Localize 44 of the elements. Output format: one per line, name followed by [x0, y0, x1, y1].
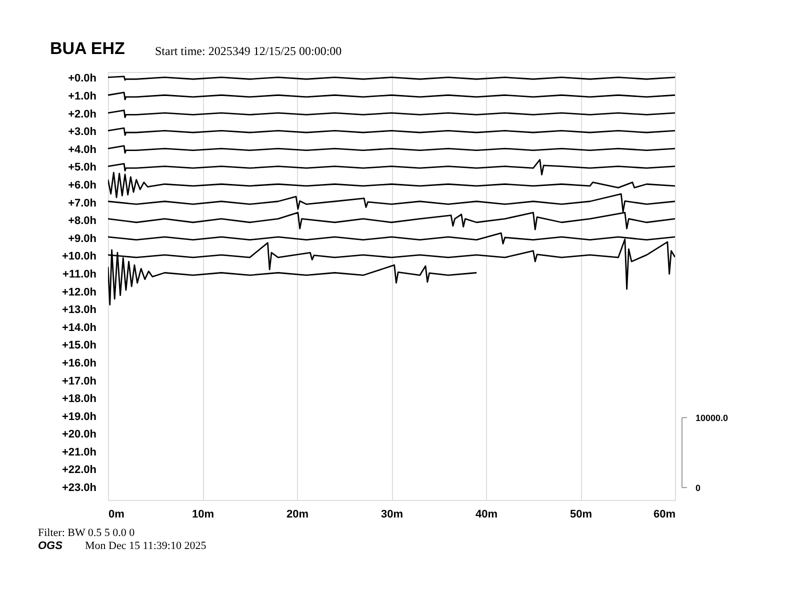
text: OGS — [38, 540, 64, 552]
y-tick-label: +13.0h — [62, 304, 97, 316]
x-tick-label: 50m — [570, 508, 592, 520]
line-series — [108, 127, 675, 136]
y-tick-label: +8.0h — [68, 215, 97, 228]
line-series — [108, 110, 675, 118]
text: Mon Dec 15 11:39:10 2025 — [85, 540, 207, 552]
x-tick-label: 60m — [653, 508, 676, 520]
y-tick-label: +1.0h — [68, 90, 97, 103]
y-tick-label: +14.0h — [62, 322, 97, 334]
x-tick-label: 20m — [286, 508, 309, 520]
y-tick-label: +21.0h — [62, 446, 97, 458]
y-tick-label: +12.0h — [62, 286, 97, 298]
y-tick-label: +4.0h — [68, 144, 97, 156]
y-tick-label: +20.0h — [62, 428, 97, 441]
x-tick-label: 40m — [475, 508, 498, 520]
y-tick-label: +9.0h — [68, 232, 97, 245]
y-tick-label: +16.0h — [62, 357, 97, 370]
y-tick-label: +7.0h — [68, 197, 97, 210]
y-tick-label: +22.0h — [62, 464, 97, 476]
y-tick-label: +23.0h — [62, 482, 97, 494]
line-series — [108, 159, 675, 176]
x-tick-label: 0m — [108, 508, 125, 520]
line-series — [108, 172, 675, 198]
y-tick-label: +19.0h — [62, 410, 97, 423]
y-tick-label: +3.0h — [68, 126, 97, 138]
line-series — [108, 145, 675, 154]
y-tick-label: +10.0h — [62, 250, 97, 263]
y-tick-label: +11.0h — [62, 268, 97, 280]
chart-title: BUA EHZ — [50, 39, 125, 58]
chart-subtitle: Start time: 2025349 12/15/25 00:00:00 — [155, 44, 342, 58]
y2-tick-label: 10000.0 — [696, 413, 728, 424]
x-tick-label: 30m — [380, 508, 404, 520]
y-tick-label: +17.0h — [62, 375, 97, 388]
x-tick-label: 10m — [192, 508, 214, 520]
y2-tick-label: 0 — [696, 483, 701, 494]
y-tick-label: +2.0h — [68, 108, 97, 120]
y-tick-label: +0.0h — [68, 72, 97, 85]
y-tick-label: +15.0h — [62, 340, 97, 352]
text: Filter: BW 0.5 5 0.0 0 — [38, 527, 136, 539]
y-tick-label: +18.0h — [62, 393, 97, 406]
line-series — [108, 92, 675, 100]
y-tick-label: +6.0h — [68, 180, 97, 192]
y-tick-label: +5.0h — [68, 162, 97, 174]
